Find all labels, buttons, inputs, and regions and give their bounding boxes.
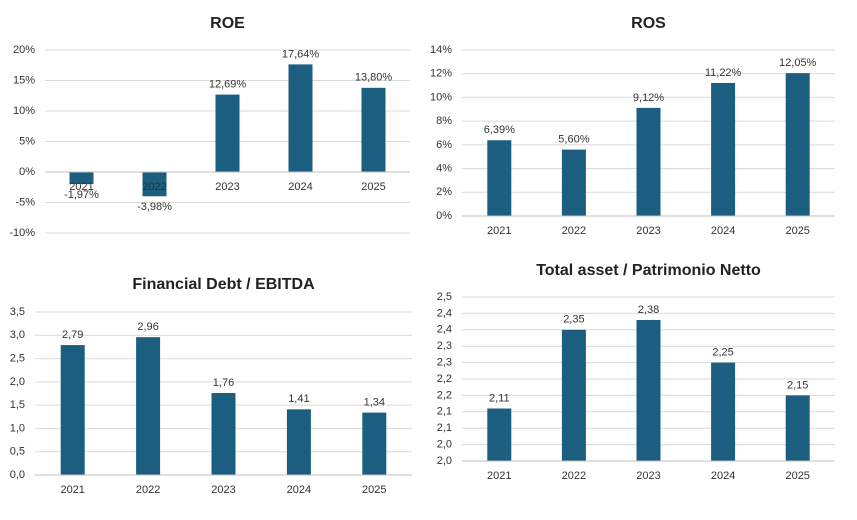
y-tick-label: 2,0 [10, 376, 25, 388]
y-tick-label: 12% [430, 68, 452, 80]
bar [136, 337, 161, 475]
y-tick-label: 2,3 [437, 340, 452, 352]
y-tick-label: 10% [13, 105, 35, 117]
bar [561, 149, 586, 216]
value-label: 11,22% [705, 67, 742, 79]
y-tick-label: 3,0 [10, 329, 25, 341]
x-tick-label: 2024 [711, 470, 735, 482]
value-label: 6,39% [484, 124, 515, 136]
y-tick-label: 8% [436, 115, 452, 127]
chart-title: Financial Debt / EBITDA [132, 276, 315, 293]
x-tick-label: 2022 [562, 225, 586, 237]
bar [211, 393, 236, 475]
bar [487, 408, 512, 461]
bar [142, 172, 167, 197]
y-tick-label: 2,2 [437, 373, 452, 385]
x-tick-label: 2021 [69, 181, 93, 193]
y-tick-label: 2,5 [10, 352, 25, 364]
value-label: 12,05% [779, 57, 817, 69]
value-label: 2,38 [638, 304, 659, 316]
y-tick-label: 15% [13, 74, 35, 86]
x-tick-label: 2022 [562, 470, 586, 482]
value-label: -1,97% [64, 189, 99, 201]
y-tick-label: 5% [19, 135, 35, 147]
bar [487, 140, 512, 216]
y-tick-label: 1,0 [10, 422, 25, 434]
y-tick-label: -5% [15, 196, 35, 208]
chart-title: ROS [631, 15, 666, 32]
bar [362, 412, 387, 475]
bar [636, 319, 661, 461]
value-label: 9,12% [633, 92, 664, 104]
x-tick-label: 2022 [142, 181, 166, 193]
x-tick-label: 2025 [785, 225, 809, 237]
y-tick-label: 0% [19, 166, 35, 178]
bar [361, 87, 386, 172]
x-tick-label: 2023 [215, 181, 239, 193]
x-tick-label: 2025 [361, 181, 385, 193]
value-label: 2,15 [787, 379, 808, 391]
bar [69, 172, 94, 185]
y-tick-label: 2% [436, 186, 452, 198]
y-tick-label: 0,5 [10, 446, 25, 458]
y-tick-label: -10% [9, 227, 35, 239]
y-tick-label: 6% [436, 139, 452, 151]
value-label: 2,96 [137, 321, 158, 333]
y-tick-label: 20% [13, 44, 35, 56]
chart-title: Total asset / Patrimonio Netto [536, 262, 761, 279]
value-label: 2,79 [62, 329, 83, 341]
value-label: 5,60% [558, 134, 589, 146]
value-label: 12,69% [209, 78, 247, 90]
bar [286, 409, 311, 475]
y-tick-label: 10% [430, 91, 452, 103]
x-tick-label: 2021 [487, 225, 511, 237]
value-label: -3,98% [137, 201, 172, 213]
value-label: 17,64% [282, 48, 320, 60]
x-tick-label: 2021 [487, 470, 511, 482]
y-tick-label: 0,0 [10, 469, 25, 481]
y-tick-label: 2,0 [437, 455, 452, 467]
x-tick-label: 2023 [636, 225, 660, 237]
bar [785, 73, 810, 216]
y-tick-label: 2,1 [437, 406, 452, 418]
chart-title: ROE [210, 15, 245, 32]
value-label: 1,41 [288, 393, 309, 405]
value-label: 13,80% [355, 72, 393, 84]
bar [288, 64, 313, 172]
x-tick-label: 2023 [211, 484, 235, 496]
y-tick-label: 3,5 [10, 306, 25, 318]
x-tick-label: 2021 [60, 484, 84, 496]
y-tick-label: 14% [430, 44, 452, 56]
value-label: 2,35 [563, 314, 584, 326]
value-label: 1,76 [213, 377, 234, 389]
y-tick-label: 2,2 [437, 389, 452, 401]
x-tick-label: 2023 [636, 470, 660, 482]
y-tick-label: 4% [436, 162, 452, 174]
x-tick-label: 2024 [711, 225, 735, 237]
x-tick-label: 2025 [362, 484, 386, 496]
y-tick-label: 2,4 [437, 307, 452, 319]
bar [60, 345, 85, 475]
x-tick-label: 2024 [288, 181, 312, 193]
y-tick-label: 2,0 [437, 439, 452, 451]
y-tick-label: 1,5 [10, 399, 25, 411]
y-tick-label: 0% [436, 210, 452, 222]
y-tick-label: 2,5 [437, 291, 452, 303]
y-tick-label: 2,4 [437, 324, 452, 336]
bar [561, 329, 586, 461]
bar [636, 107, 661, 216]
y-tick-label: 2,3 [437, 357, 452, 369]
bar [711, 82, 736, 216]
x-tick-label: 2024 [287, 484, 311, 496]
value-label: 2,11 [489, 392, 510, 404]
bar [215, 94, 240, 172]
bar [785, 395, 810, 461]
bar [711, 362, 736, 461]
y-tick-label: 2,1 [437, 422, 452, 434]
value-label: 1,34 [364, 397, 385, 409]
x-tick-label: 2022 [136, 484, 160, 496]
value-label: 2,25 [712, 347, 733, 359]
x-tick-label: 2025 [785, 470, 809, 482]
